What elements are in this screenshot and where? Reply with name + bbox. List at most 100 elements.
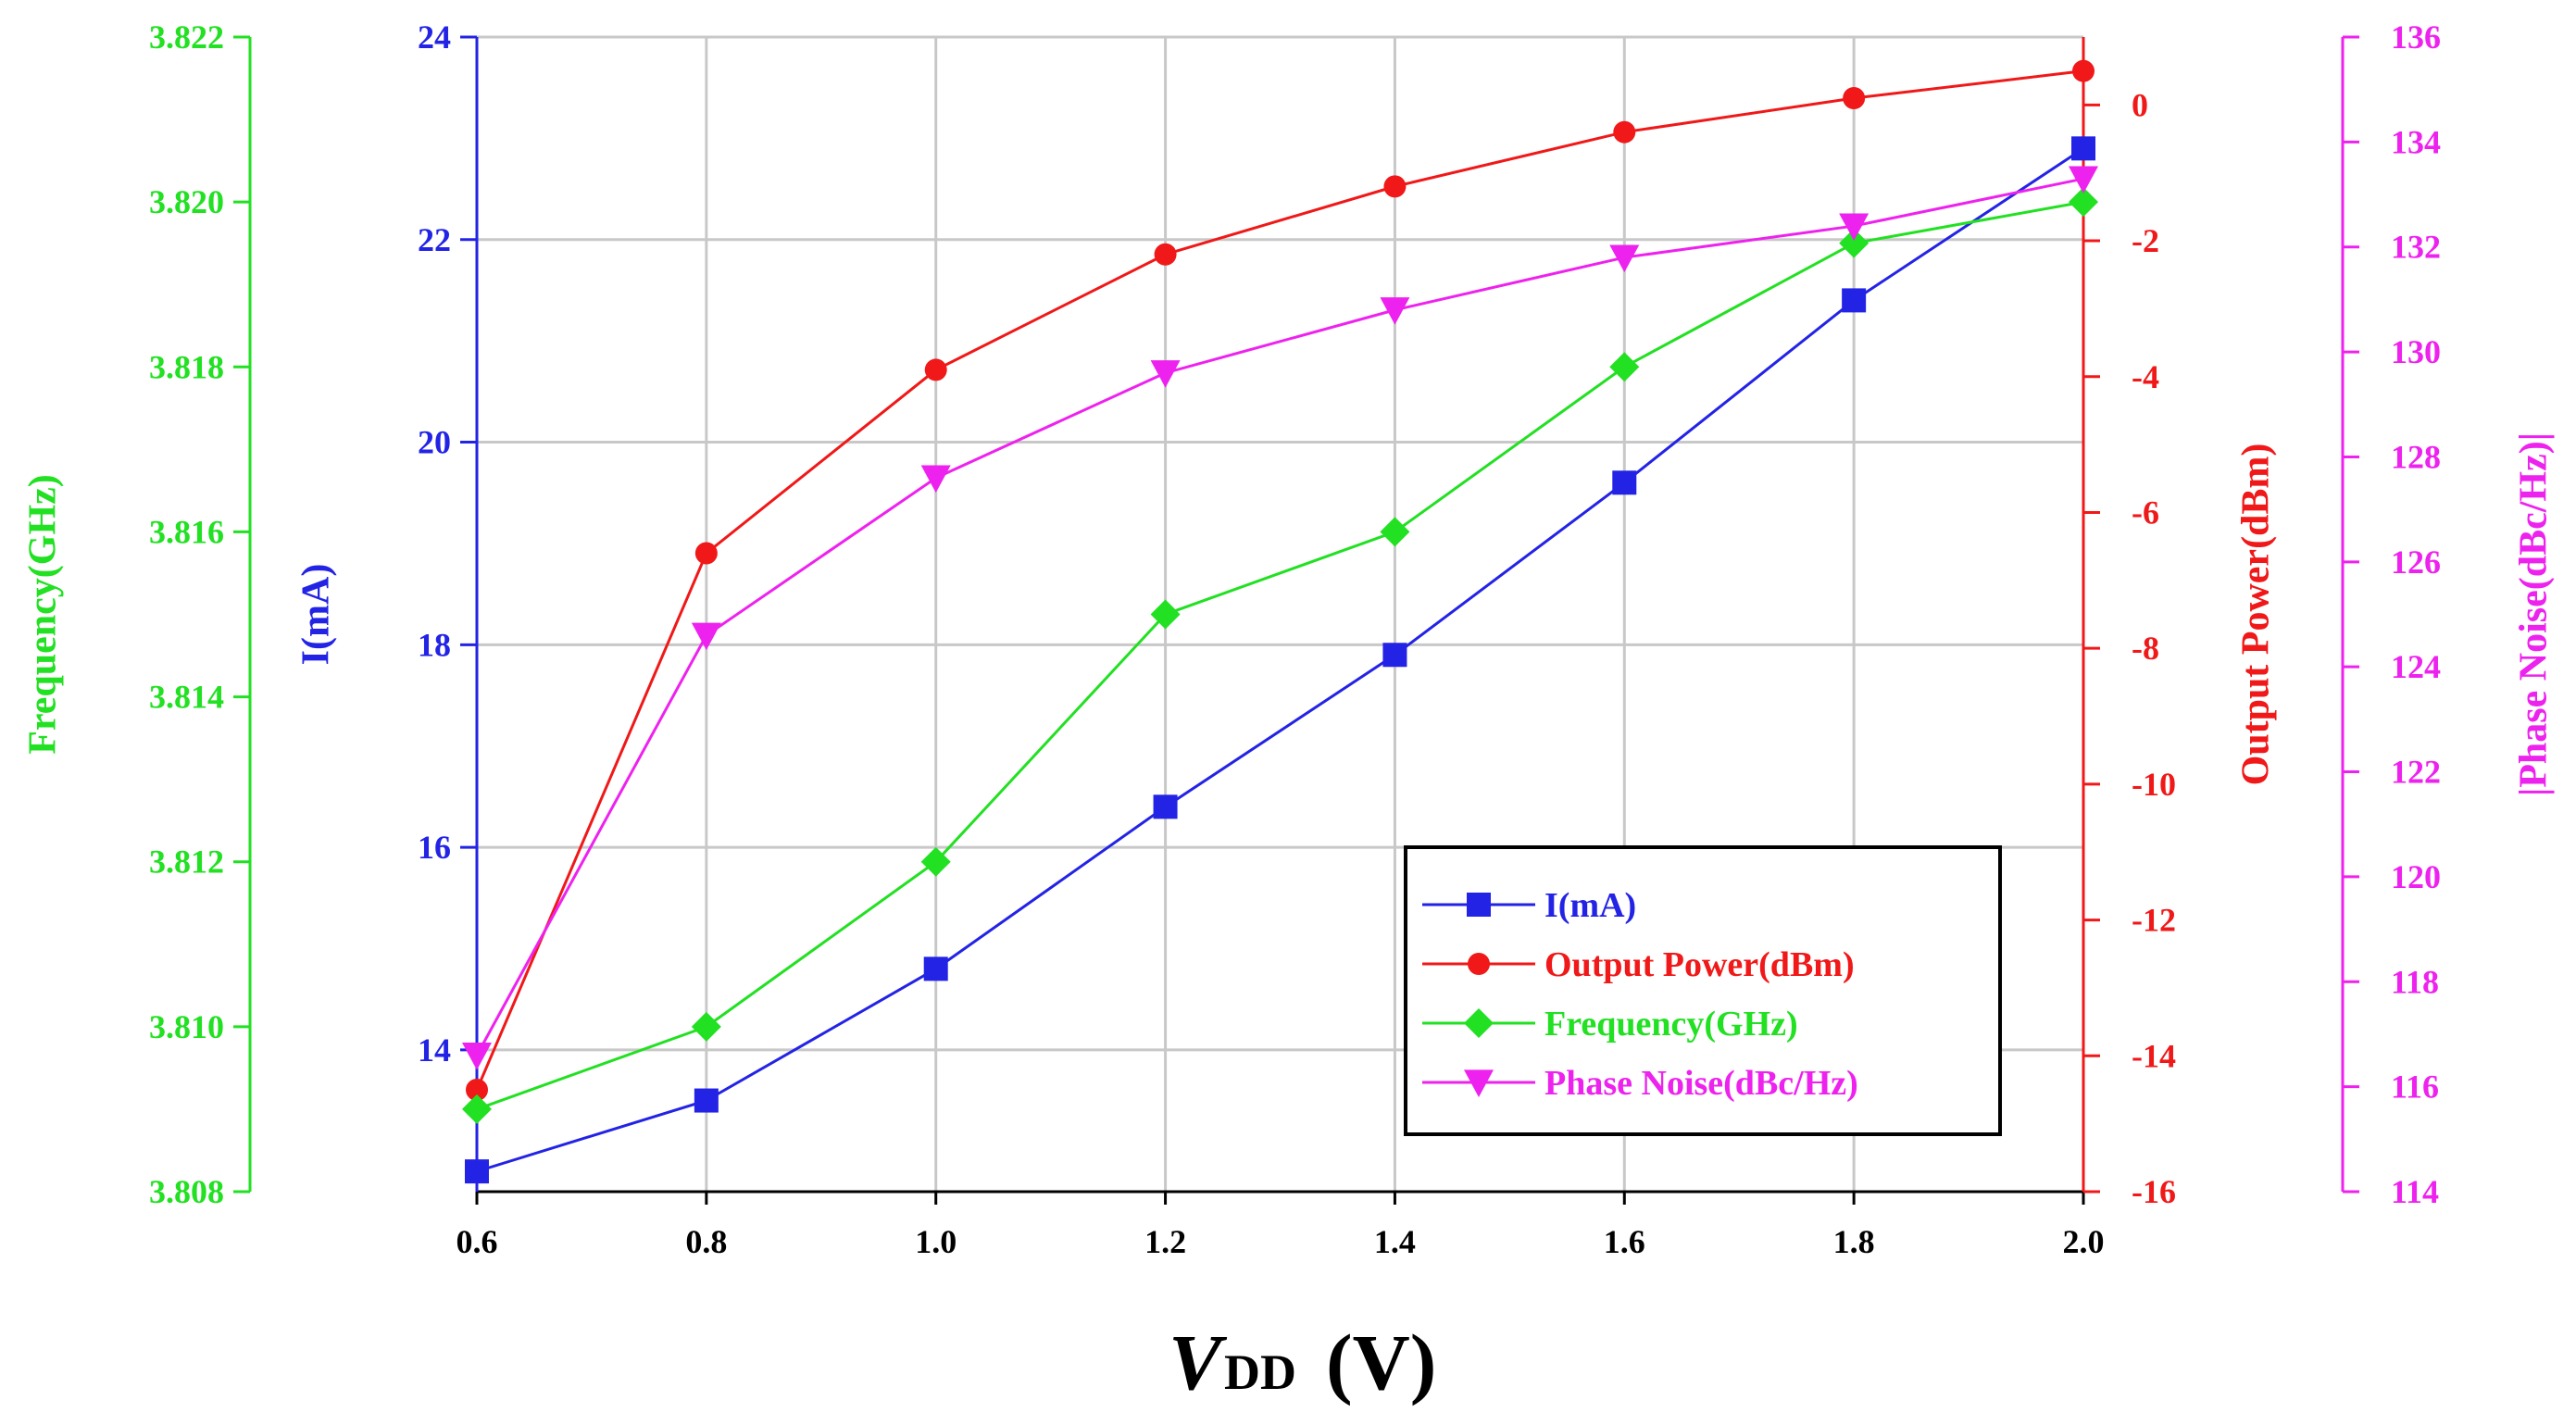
axes: 0.6 0.8 1.0 1.2 1.4 1.6 1.8 2.0 14 16 18 20 22 24 I(mA… bbox=[22, 19, 2556, 1260]
series-line-frequency bbox=[476, 200, 2084, 1111]
data-point-frequency bbox=[691, 1011, 721, 1042]
current-tick-label: 18 bbox=[418, 626, 451, 663]
legend-swatch-marker bbox=[1464, 1069, 1494, 1097]
phase-tick-label: 118 bbox=[2391, 963, 2439, 1000]
phase-tick-label: 134 bbox=[2391, 123, 2441, 160]
series-line-current bbox=[476, 147, 2084, 1173]
data-point-current bbox=[1612, 470, 1637, 495]
series-phase bbox=[462, 166, 2098, 1070]
data-point-power bbox=[466, 1078, 488, 1101]
data-point-power bbox=[1613, 120, 1636, 144]
series-frequency bbox=[462, 187, 2098, 1124]
current-tick-label: 24 bbox=[418, 19, 451, 56]
power-tick-label: -14 bbox=[2132, 1037, 2176, 1074]
frequency-tick-label: 3.822 bbox=[149, 19, 224, 56]
frequency-tick-label: 3.812 bbox=[149, 844, 224, 881]
power-tick-label: -8 bbox=[2132, 630, 2159, 667]
x-tick-label: 1.0 bbox=[915, 1223, 957, 1260]
data-point-power bbox=[1843, 87, 1866, 110]
phase-tick-label: 114 bbox=[2391, 1173, 2439, 1210]
data-point-frequency bbox=[1150, 599, 1181, 630]
phase-tick-label: 128 bbox=[2391, 438, 2441, 475]
current-axis-title: I(mA) bbox=[295, 564, 338, 666]
x-tick-label: 0.8 bbox=[685, 1223, 727, 1260]
power-tick-label: -6 bbox=[2132, 494, 2159, 531]
x-tick-label: 1.4 bbox=[1374, 1223, 1416, 1260]
power-tick-label: -12 bbox=[2132, 902, 2176, 939]
data-point-phase bbox=[1609, 244, 1640, 273]
frequency-tick-label: 3.808 bbox=[149, 1173, 224, 1210]
data-point-power bbox=[924, 358, 947, 381]
phase-tick-label: 132 bbox=[2391, 229, 2441, 266]
power-tick-label: -10 bbox=[2132, 766, 2176, 803]
data-point-current bbox=[694, 1088, 719, 1113]
frequency-axis: 3.808 3.810 3.812 3.814 3.816 3.818 3.820 3.822… bbox=[22, 19, 252, 1210]
phase-tick-label: 136 bbox=[2391, 19, 2441, 56]
x-axis-title-main: V bbox=[1169, 1318, 1228, 1406]
legend-swatch-marker bbox=[1464, 1008, 1494, 1038]
series-line-phase bbox=[475, 177, 2084, 1056]
data-point-current bbox=[2071, 136, 2095, 161]
frequency-tick-label: 3.810 bbox=[149, 1008, 224, 1045]
x-axis-title: V DD (V) bbox=[1169, 1318, 1436, 1406]
legend: I(mA) Output Power(dBm) Frequency(GHz) Phas… bbox=[1404, 845, 2002, 1136]
data-point-power bbox=[1154, 243, 1177, 266]
x-tick-label: 0.6 bbox=[456, 1223, 498, 1260]
legend-label: Phase Noise(dBc/Hz) bbox=[1544, 1064, 1858, 1103]
data-point-phase bbox=[920, 465, 951, 494]
power-tick-label: -16 bbox=[2132, 1173, 2176, 1210]
frequency-tick-label: 3.816 bbox=[149, 513, 224, 550]
frequency-tick-label: 3.814 bbox=[149, 679, 224, 716]
legend-entry: Phase Noise(dBc/Hz) bbox=[1422, 1064, 1858, 1103]
data-point-frequency bbox=[2069, 187, 2098, 218]
series-current bbox=[465, 136, 2095, 1184]
data-point-current bbox=[923, 956, 948, 981]
legend-entry: Frequency(GHz) bbox=[1422, 1005, 1798, 1044]
power-tick-label: -2 bbox=[2132, 222, 2159, 259]
data-point-current bbox=[1842, 288, 1867, 313]
x-tick-label: 2.0 bbox=[2063, 1223, 2105, 1260]
current-tick-label: 22 bbox=[418, 221, 451, 258]
data-point-frequency bbox=[1380, 517, 1410, 547]
power-tick-label: -4 bbox=[2132, 358, 2159, 395]
data-point-current bbox=[1153, 794, 1178, 819]
power-axis: -16 -14 -12 -10 -8 -6 -4 -2 0 Output Power(dBm) bbox=[2082, 37, 2278, 1210]
x-axis-title-subscript: DD bbox=[1224, 1344, 1296, 1400]
data-point-frequency bbox=[462, 1094, 492, 1124]
frequency-tick-label: 3.820 bbox=[149, 183, 224, 220]
phase-tick-label: 126 bbox=[2391, 544, 2441, 581]
grid bbox=[475, 35, 2085, 1192]
series bbox=[462, 59, 2098, 1184]
series-line-power bbox=[475, 69, 2084, 1091]
data-point-power bbox=[694, 542, 718, 565]
phase-tick-label: 130 bbox=[2391, 333, 2441, 370]
current-tick-label: 16 bbox=[418, 829, 451, 866]
legend-label: I(mA) bbox=[1544, 886, 1636, 925]
data-point-phase bbox=[462, 1043, 492, 1070]
current-tick-label: 20 bbox=[418, 424, 451, 461]
legend-label: Frequency(GHz) bbox=[1544, 1005, 1798, 1044]
current-axis: 14 16 18 20 22 24 I(mA) bbox=[295, 19, 479, 1192]
legend-entry: Output Power(dBm) bbox=[1422, 945, 1855, 984]
x-axis-title-unit: (V) bbox=[1326, 1318, 1436, 1406]
data-point-current bbox=[465, 1159, 489, 1184]
power-tick-label: 0 bbox=[2132, 86, 2148, 123]
frequency-axis-title: Frequency(GHz) bbox=[22, 474, 65, 755]
data-point-frequency bbox=[1839, 228, 1869, 258]
frequency-tick-label: 3.818 bbox=[149, 348, 224, 385]
data-point-frequency bbox=[1609, 352, 1640, 382]
phase-tick-label: 116 bbox=[2391, 1069, 2439, 1106]
x-tick-label: 1.6 bbox=[1604, 1223, 1645, 1260]
legend-swatch-marker bbox=[1468, 953, 1490, 975]
power-axis-title: Output Power(dBm) bbox=[2235, 444, 2278, 786]
data-point-power bbox=[2072, 59, 2095, 82]
current-tick-label: 14 bbox=[418, 1031, 451, 1069]
phase-tick-label: 122 bbox=[2391, 754, 2441, 791]
legend-entry: I(mA) bbox=[1422, 886, 1636, 925]
phase-tick-label: 124 bbox=[2391, 648, 2441, 685]
data-point-phase bbox=[2069, 166, 2098, 194]
legend-label: Output Power(dBm) bbox=[1544, 945, 1855, 984]
data-point-phase bbox=[1150, 360, 1181, 388]
phase-tick-label: 120 bbox=[2391, 858, 2441, 895]
